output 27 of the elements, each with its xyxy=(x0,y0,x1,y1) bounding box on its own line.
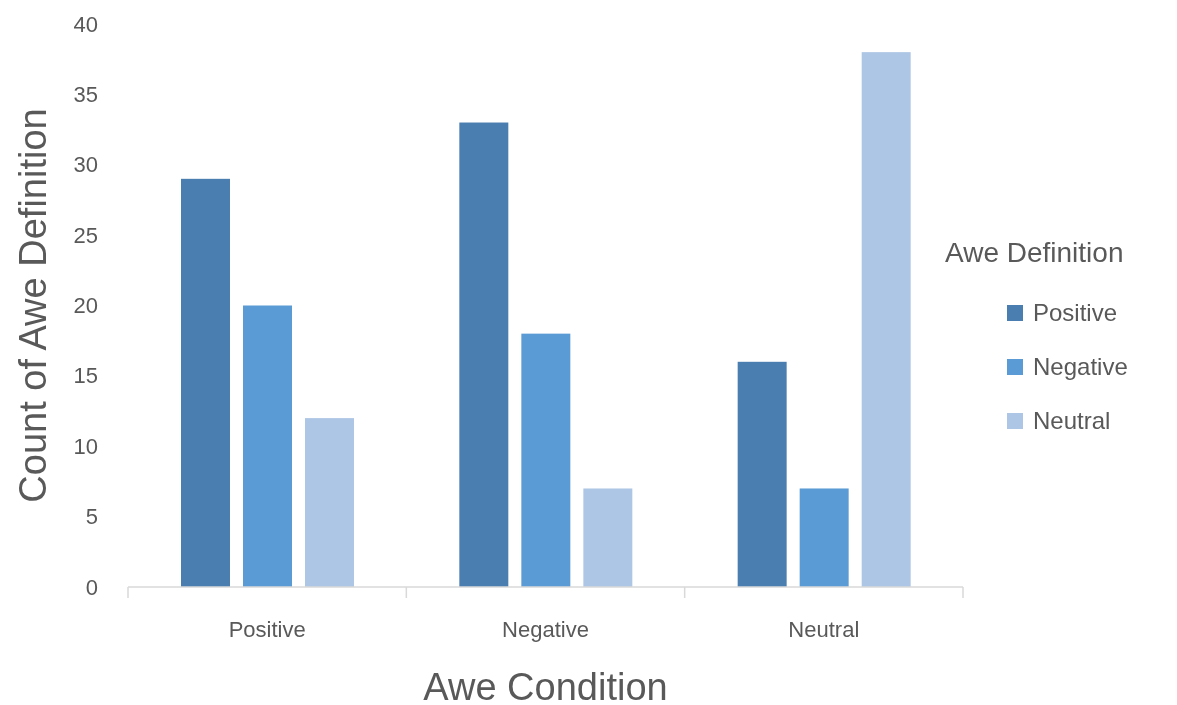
y-tick-label: 0 xyxy=(85,574,98,600)
x-tick-label: Positive xyxy=(228,617,306,642)
y-tick-label: 35 xyxy=(73,81,98,107)
bar xyxy=(799,488,849,587)
x-tick-label: Neutral xyxy=(788,617,860,642)
y-tick-label: 20 xyxy=(73,293,98,319)
bar xyxy=(583,488,633,587)
bar xyxy=(861,52,911,587)
y-tick-label: 5 xyxy=(85,504,98,530)
bar xyxy=(521,333,571,587)
y-axis-title: Count of Awe Definition xyxy=(12,108,54,503)
y-tick-label: 25 xyxy=(73,222,98,248)
bar xyxy=(243,305,292,587)
bar xyxy=(459,122,509,587)
y-tick-label: 40 xyxy=(73,11,98,37)
legend-label: Negative xyxy=(1033,353,1128,380)
x-tick-label: Negative xyxy=(502,617,589,642)
legend-label: Positive xyxy=(1033,299,1118,326)
bar xyxy=(737,361,787,587)
y-tick-label: 30 xyxy=(73,152,98,178)
bar xyxy=(305,418,354,587)
legend-label: Neutral xyxy=(1033,407,1111,434)
y-tick-label: 10 xyxy=(73,433,98,459)
y-tick-label: 15 xyxy=(73,363,98,389)
x-axis-title: Awe Condition xyxy=(423,666,668,705)
bar xyxy=(181,178,230,587)
legend-title: Awe Definition xyxy=(945,237,1124,268)
